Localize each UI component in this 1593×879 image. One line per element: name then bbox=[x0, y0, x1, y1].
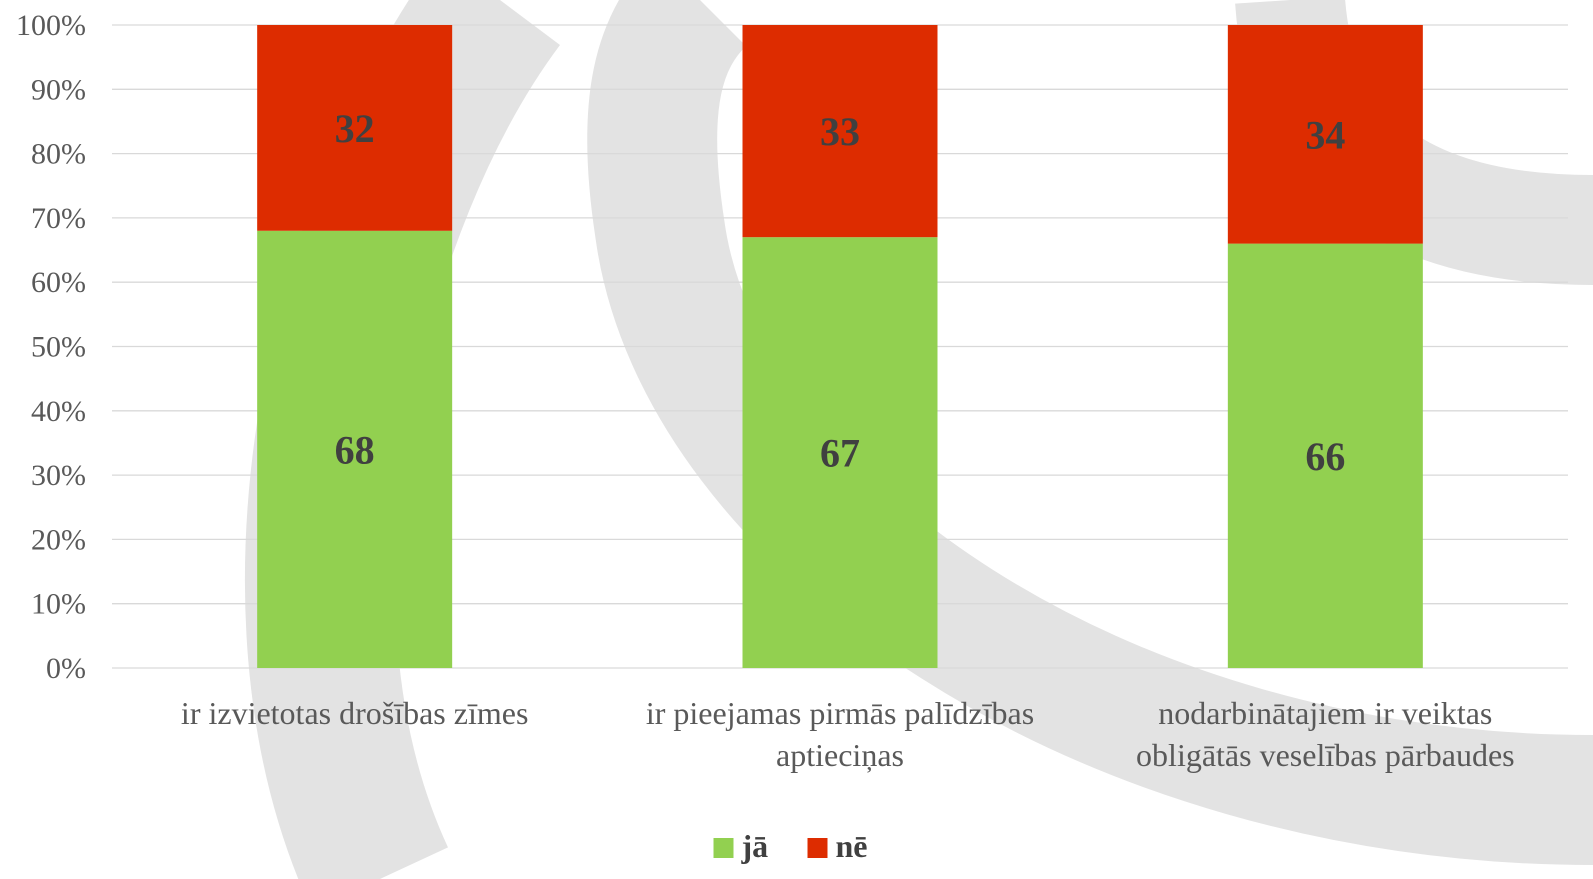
y-tick-label: 10% bbox=[31, 588, 86, 621]
y-tick-label: 60% bbox=[31, 266, 86, 299]
y-tick-label: 50% bbox=[31, 331, 86, 364]
legend-label: nē bbox=[836, 828, 868, 864]
bar-segment-ja bbox=[742, 237, 938, 668]
bar-segment-ja bbox=[1227, 243, 1423, 668]
bar-segment-ne bbox=[257, 25, 453, 231]
bars bbox=[257, 25, 1423, 668]
data-label: 67 bbox=[820, 431, 860, 476]
data-label: 68 bbox=[335, 427, 375, 472]
x-category-label: nodarbinātajiem ir veiktas bbox=[1158, 695, 1492, 731]
y-tick-label: 30% bbox=[31, 459, 86, 492]
x-axis-categories: ir izvietotas drošības zīmes ir pieejamas… bbox=[181, 695, 1515, 773]
y-tick-label: 40% bbox=[31, 395, 86, 428]
x-category-label: ir izvietotas drošības zīmes bbox=[181, 695, 528, 731]
y-tick-label: 80% bbox=[31, 138, 86, 171]
data-label: 32 bbox=[335, 106, 375, 151]
y-tick-label: 70% bbox=[31, 202, 86, 235]
y-tick-label: 100% bbox=[16, 9, 86, 42]
legend-swatch-ne bbox=[807, 838, 828, 858]
x-category-label: obligātās veselības pārbaudes bbox=[1136, 737, 1515, 773]
legend-label: jā bbox=[741, 828, 769, 864]
y-axis-ticks: 0% 10% 20% 30% 40% 50% 60% 70% 80% 90% 100% bbox=[16, 9, 86, 685]
bar-segment-ne bbox=[742, 25, 938, 238]
x-category-label: ir pieejamas pirmās palīdzības bbox=[646, 695, 1034, 731]
legend-swatch-ja bbox=[713, 838, 734, 858]
data-labels: 68 32 67 33 66 34 bbox=[335, 106, 1346, 479]
y-tick-label: 0% bbox=[46, 652, 86, 685]
data-label: 66 bbox=[1305, 434, 1345, 479]
y-tick-label: 90% bbox=[31, 73, 86, 106]
y-tick-label: 20% bbox=[31, 523, 86, 556]
legend: jā nē bbox=[713, 828, 868, 864]
x-category-label: aptieciņas bbox=[776, 737, 904, 773]
data-label: 33 bbox=[820, 109, 860, 154]
bar-segment-ja bbox=[257, 230, 453, 668]
data-label: 34 bbox=[1305, 112, 1345, 157]
bar-segment-ne bbox=[1227, 25, 1423, 244]
